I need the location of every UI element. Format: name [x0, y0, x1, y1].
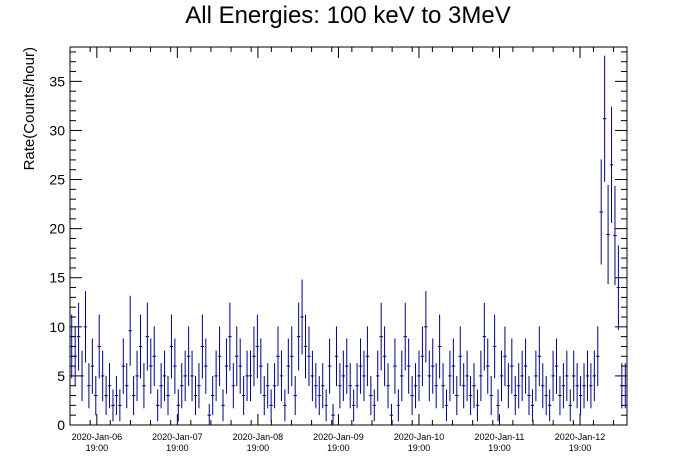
- x-tick-date-label: 2020-Jan-11: [475, 432, 525, 442]
- plot-frame: [69, 46, 628, 426]
- x-tick-date-label: 2020-Jan-10: [394, 432, 445, 442]
- y-axis-label: Rate(Counts/hour): [21, 47, 38, 170]
- chart-title: All Energies: 100 keV to 3MeV: [185, 2, 511, 29]
- x-tick-time-label: 19:00: [488, 443, 511, 453]
- y-tick-label: 25: [49, 172, 65, 188]
- y-tick-label: 10: [49, 319, 65, 335]
- x-tick-time-label: 19:00: [569, 443, 592, 453]
- y-tick-label: 30: [49, 122, 65, 138]
- x-tick-date-label: 2020-Jan-12: [555, 432, 606, 442]
- x-tick-date-label: 2020-Jan-06: [72, 432, 123, 442]
- x-tick-time-label: 19:00: [86, 443, 109, 453]
- x-tick-date-label: 2020-Jan-09: [313, 432, 364, 442]
- y-tick-label: 15: [49, 270, 65, 286]
- y-tick-label: 0: [57, 417, 65, 433]
- y-tick-label: 35: [49, 73, 65, 89]
- y-tick-label: 20: [49, 221, 65, 237]
- y-tick-label: 5: [57, 368, 65, 384]
- x-tick-time-label: 19:00: [408, 443, 431, 453]
- x-tick-date-label: 2020-Jan-07: [152, 432, 203, 442]
- x-tick-time-label: 19:00: [247, 443, 270, 453]
- x-tick-date-label: 2020-Jan-08: [233, 432, 284, 442]
- x-tick-time-label: 19:00: [327, 443, 350, 453]
- x-tick-time-label: 19:00: [166, 443, 189, 453]
